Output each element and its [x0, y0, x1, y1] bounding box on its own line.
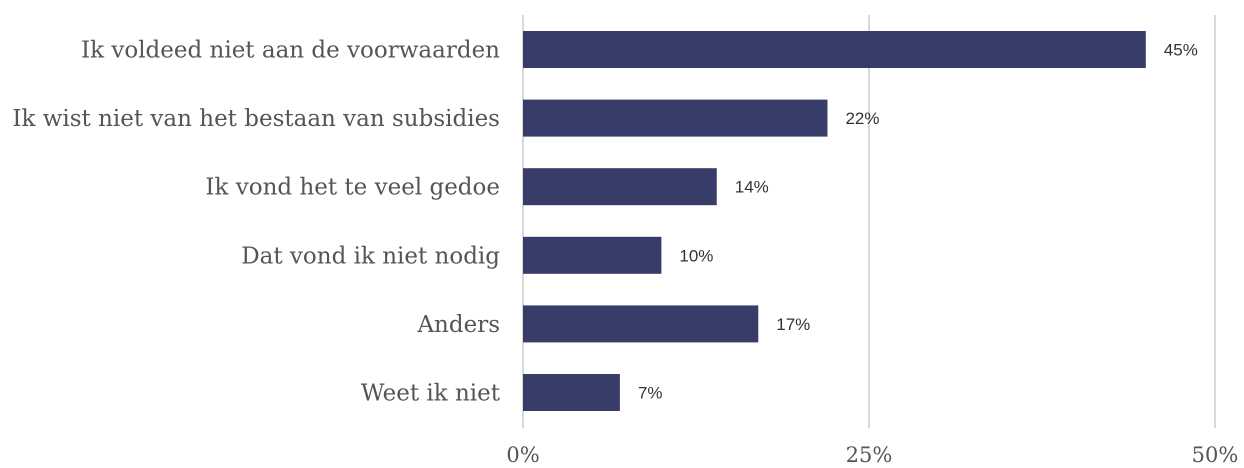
x-tick-label: 0% [506, 443, 539, 467]
bars [523, 31, 1146, 411]
value-label: 14% [735, 178, 769, 197]
value-labels: 45% 22% 14% 10% 17% 7% [638, 41, 1198, 403]
x-axis-ticks: 0% 25% 50% [506, 443, 1238, 467]
category-label: Ik wist niet van het bestaan van subsidi… [12, 106, 500, 132]
value-label: 17% [776, 315, 810, 334]
bar [523, 99, 828, 137]
bar [523, 305, 759, 343]
category-labels: Ik voldeed niet aan de voorwaarden Ik wis… [12, 38, 500, 407]
bar [523, 374, 620, 411]
category-label: Anders [416, 312, 500, 338]
value-label: 45% [1164, 41, 1198, 60]
category-label: Weet ik niet [361, 381, 501, 407]
category-label: Ik vond het te veel gedoe [205, 175, 500, 201]
category-label: Dat vond ik niet nodig [241, 243, 500, 269]
x-tick-label: 50% [1192, 443, 1239, 467]
x-tick-label: 25% [846, 443, 893, 467]
bar [523, 31, 1146, 68]
bar [523, 236, 662, 274]
bar [523, 168, 717, 206]
category-label: Ik voldeed niet aan de voorwaarden [81, 38, 500, 64]
value-label: 10% [679, 246, 713, 265]
value-label: 7% [638, 384, 663, 403]
value-label: 22% [845, 109, 879, 128]
gridlines [522, 15, 1216, 428]
